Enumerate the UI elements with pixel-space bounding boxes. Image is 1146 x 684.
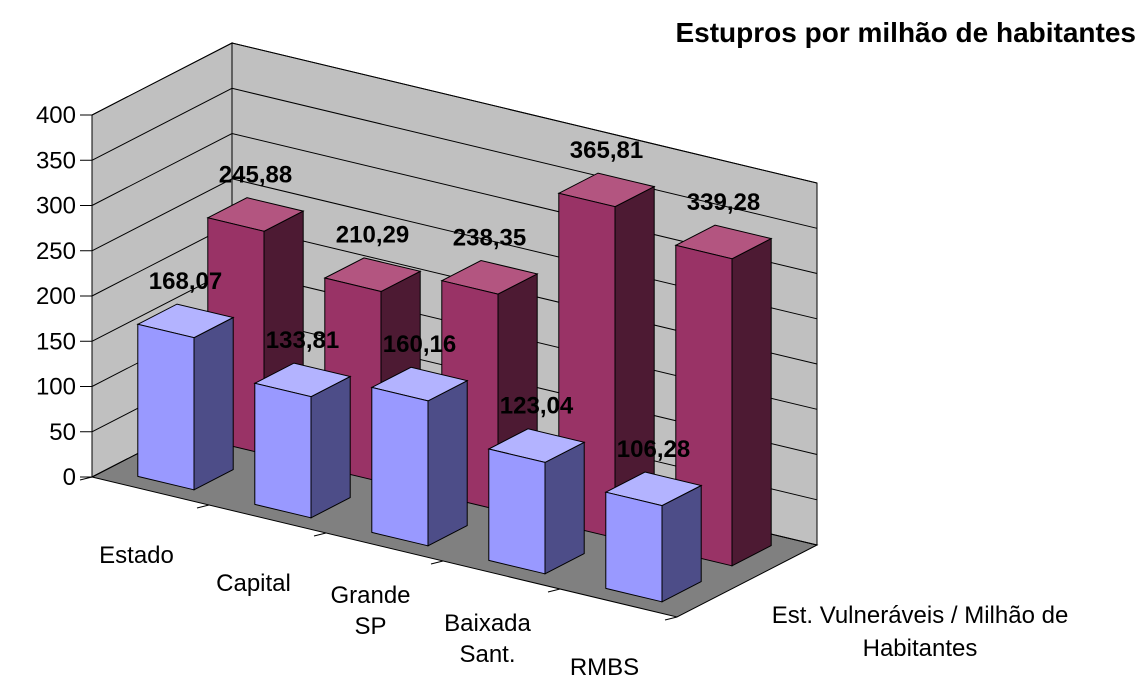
bar-front — [254, 382, 312, 519]
x-tick-mark — [547, 588, 561, 593]
y-tick-label: 200 — [36, 283, 76, 310]
category-label: Estado — [99, 542, 174, 569]
bar-side — [310, 375, 351, 519]
x-tick-mark — [430, 560, 444, 565]
x-tick-mark — [196, 504, 210, 509]
bar-front — [605, 491, 663, 603]
y-tick-label: 300 — [36, 193, 76, 220]
data-label: 339,28 — [687, 189, 760, 216]
series-name-label: Est. Vulneráveis / Milhão de Habitantes — [772, 602, 1069, 662]
y-tick-label: 50 — [49, 419, 76, 446]
x-tick-mark — [79, 476, 93, 481]
y-tick-label: 350 — [36, 147, 76, 174]
bar-side — [427, 379, 468, 547]
bars — [136, 172, 773, 603]
y-tick-label: 400 — [36, 102, 76, 129]
gridline — [91, 42, 818, 184]
series-label-line: Habitantes — [863, 635, 978, 662]
bar-series1-4 — [487, 428, 586, 575]
data-label: 245,88 — [219, 161, 292, 188]
data-labels: 245,88 210,29 238,35 365,81 339,28 168,07 133,… — [149, 137, 760, 463]
y-tick-label: 150 — [36, 328, 76, 355]
category-label-line: Grande — [330, 582, 410, 609]
data-label: 210,29 — [336, 222, 409, 249]
category-label-line: Baixada — [444, 610, 531, 637]
category-label: RMBS — [570, 654, 639, 681]
bar-front — [488, 448, 546, 575]
bar-front — [137, 323, 195, 491]
data-label: 365,81 — [570, 137, 643, 164]
category-label: Grande SP — [330, 582, 410, 640]
y-tick-label: 250 — [36, 238, 76, 265]
data-label: 123,04 — [500, 393, 574, 420]
data-label: 133,81 — [266, 327, 339, 354]
bar-series1-2 — [253, 362, 352, 519]
category-label-line: RMBS — [570, 654, 639, 681]
bar-side — [193, 316, 234, 491]
y-tick-label: 100 — [36, 374, 76, 401]
category-label-line: SP — [354, 613, 386, 640]
x-tick-mark — [664, 616, 678, 621]
data-label: 238,35 — [453, 224, 526, 251]
bar-series1-5 — [604, 471, 703, 603]
category-label-line: Estado — [99, 542, 174, 569]
category-label: Baixada Sant. — [444, 610, 531, 668]
y-axis: 0 50 100 150 200 250 300 350 400 — [36, 102, 93, 491]
chart-title: Estupros por milhão de habitantes — [675, 17, 1136, 48]
bar-side — [731, 237, 772, 567]
bar-front — [371, 386, 429, 547]
data-label: 168,07 — [149, 268, 222, 295]
bar-series1-1 — [136, 303, 235, 491]
bar-series1-3 — [370, 366, 469, 547]
bar-side — [544, 441, 585, 575]
category-label: Capital — [216, 570, 291, 597]
x-tick-mark — [313, 532, 327, 537]
series-label-line: Est. Vulneráveis / Milhão de — [772, 602, 1069, 629]
category-label-line: Capital — [216, 570, 291, 597]
y-tick-label: 0 — [63, 464, 76, 491]
category-labels: Estado Capital Grande SP Baixada Sant. RMBS — [79, 476, 678, 681]
data-label: 160,16 — [383, 331, 456, 358]
category-label-line: Sant. — [459, 641, 515, 668]
data-label: 106,28 — [617, 436, 690, 463]
